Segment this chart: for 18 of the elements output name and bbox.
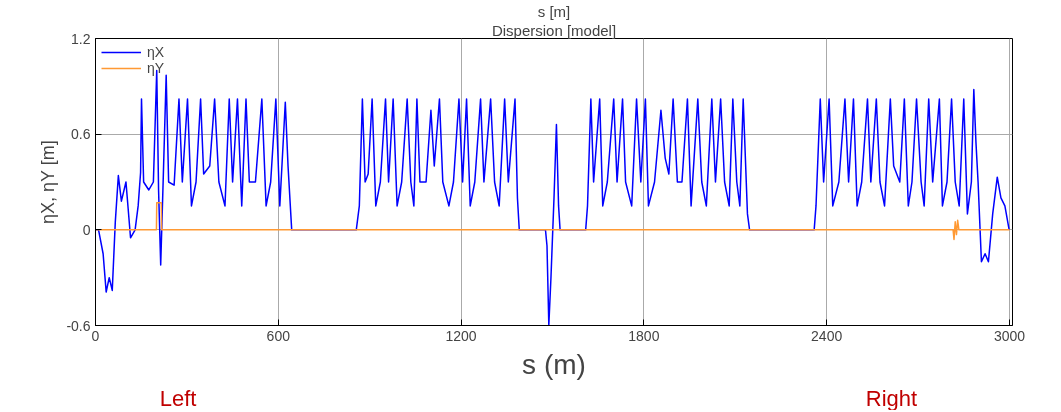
chart-title: Dispersion [model] bbox=[491, 21, 617, 39]
text: Left bbox=[159, 385, 197, 411]
y-tick-label: 0 bbox=[82, 221, 91, 238]
x-tick-label: 1200 bbox=[445, 327, 477, 344]
line-series bbox=[95, 201, 1011, 241]
text: s [m] bbox=[537, 2, 571, 20]
x-tick-label: 600 bbox=[266, 327, 291, 344]
text: Right bbox=[865, 385, 918, 411]
y-tick-label: 0.6 bbox=[71, 126, 91, 143]
y-axis-title: ηX, ηY [m] bbox=[38, 140, 59, 225]
x-axis-title: s (m) bbox=[522, 348, 586, 380]
y-tick-label: -0.6 bbox=[66, 317, 91, 334]
legend-label: ηY bbox=[147, 60, 166, 76]
y-tick-label: 1.2 bbox=[71, 30, 91, 47]
x-tick-label: 1800 bbox=[628, 327, 660, 344]
legend-label: ηX bbox=[147, 44, 166, 60]
x-tick-label: 2400 bbox=[811, 327, 843, 344]
x-tick-label: 3000 bbox=[993, 327, 1026, 344]
